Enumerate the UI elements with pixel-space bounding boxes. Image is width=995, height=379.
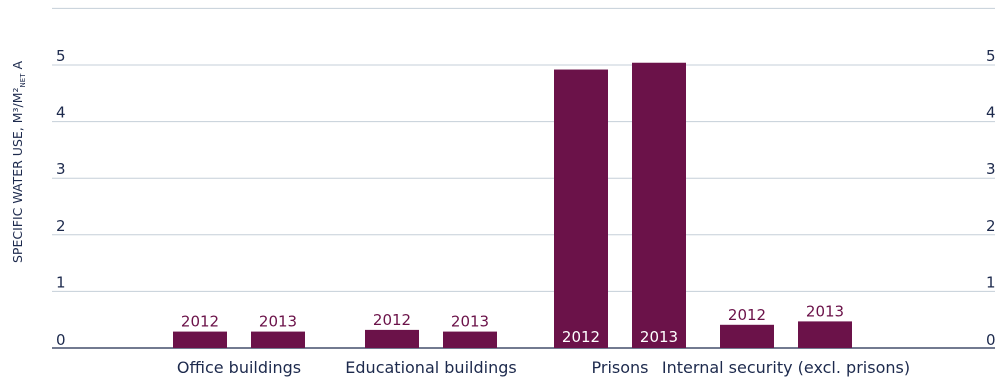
y-tick-label-left: 3 — [56, 160, 66, 178]
bar-2012 — [365, 329, 419, 348]
y-axis-left: 0 1 2 3 4 5 — [56, 47, 66, 349]
y-tick-label-right: 2 — [986, 217, 995, 235]
y-tick-label-left: 1 — [56, 273, 66, 291]
x-axis-categories: Office buildings Educational buildings Pri… — [177, 358, 910, 377]
bars: 2012 2013 2012 2013 2012 2013 2012 2013 — [173, 62, 852, 349]
x-category-label: Prisons — [592, 358, 649, 377]
y-tick-label-left: 0 — [56, 331, 66, 349]
y-tick-label-left: 4 — [56, 104, 66, 122]
bar-data-label: 2013 — [451, 313, 489, 331]
bar-2013 — [632, 62, 686, 349]
y-tick-label-left: 2 — [56, 217, 66, 235]
x-category-label: Educational buildings — [345, 358, 516, 377]
y-tick-label-right: 5 — [986, 47, 995, 65]
bar-2012 — [554, 69, 608, 348]
bar-2012 — [173, 331, 227, 348]
bar-data-label: 2013 — [640, 328, 678, 346]
x-category-label: Internal security (excl. prisons) — [662, 358, 910, 377]
y-tick-label-right: 3 — [986, 160, 995, 178]
bar-data-label: 2013 — [259, 313, 297, 331]
x-category-label: Office buildings — [177, 358, 301, 377]
bar-2013 — [443, 331, 497, 348]
gridlines — [52, 7, 995, 349]
bar-data-label: 2012 — [181, 313, 219, 331]
bar-2013 — [251, 331, 305, 348]
y-axis-right: 0 1 2 3 4 5 — [986, 47, 995, 349]
bar-2012 — [720, 324, 774, 348]
bar-data-label: 2013 — [806, 302, 844, 320]
y-tick-label-right: 4 — [986, 104, 995, 122]
bar-2013 — [798, 321, 852, 348]
y-tick-label-right: 1 — [986, 273, 995, 291]
bar-data-label: 2012 — [728, 306, 766, 324]
bar-data-label: 2012 — [562, 328, 600, 346]
y-tick-label-right: 0 — [986, 331, 995, 349]
y-axis-title: SPECIFIC WATER USE, M³/M²NET A — [10, 61, 27, 263]
bar-data-label: 2012 — [373, 311, 411, 329]
y-tick-label-left: 5 — [56, 47, 66, 65]
